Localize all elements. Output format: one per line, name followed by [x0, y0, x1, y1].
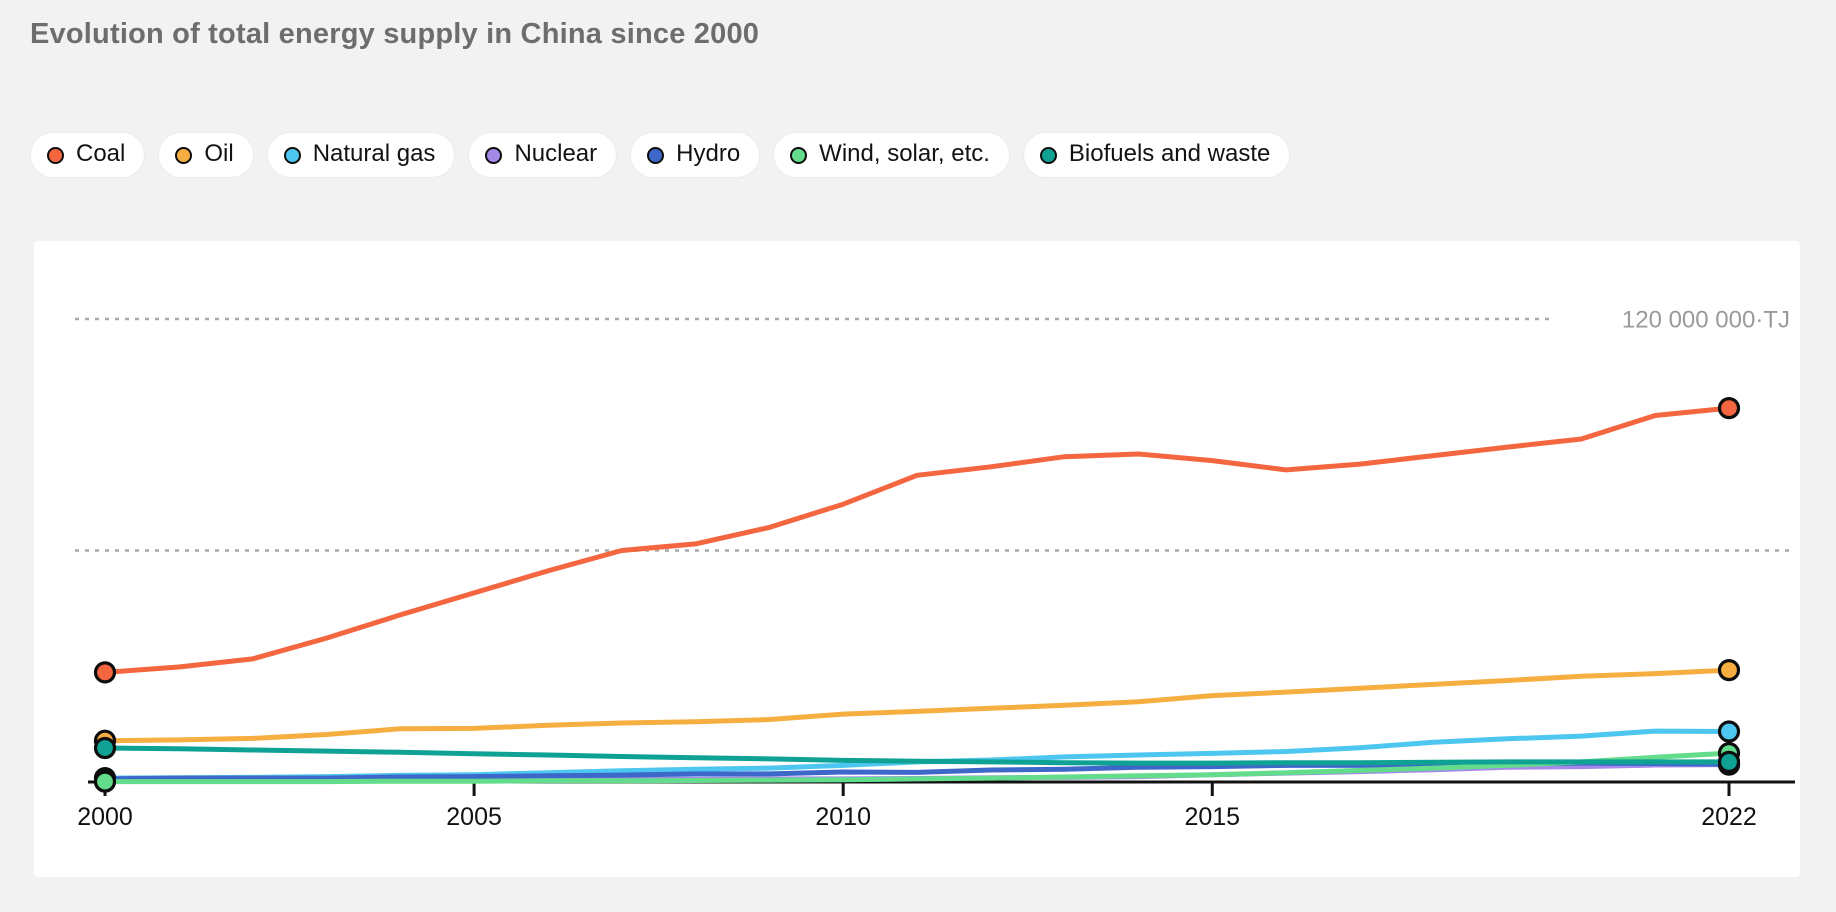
- legend-color-dot-icon: [1039, 146, 1057, 164]
- series-endpoint-dot-biofuels-and-waste[interactable]: [1717, 750, 1741, 774]
- legend-item-coal[interactable]: Coal: [30, 132, 146, 178]
- legend-item-label: Biofuels and waste: [1068, 140, 1271, 167]
- legend-color-dot-icon: [283, 146, 301, 164]
- series-endpoint-dot-biofuels-and-waste[interactable]: [93, 736, 117, 760]
- x-axis-tick-label: 2015: [1184, 803, 1240, 831]
- legend-item-label: Hydro: [676, 140, 741, 167]
- legend-item-label: Coal: [76, 140, 126, 167]
- series-line-biofuels-and-waste: [102, 745, 1732, 766]
- x-axis-tick-label: 2000: [77, 803, 133, 831]
- series-line-coal: [102, 405, 1732, 675]
- legend-item-natural-gas[interactable]: Natural gas: [266, 132, 456, 178]
- series-endpoint-dot-coal[interactable]: [93, 661, 117, 684]
- legend-item-label: Nuclear: [514, 140, 598, 167]
- legend-item-nuclear[interactable]: Nuclear: [468, 132, 618, 178]
- legend-color-dot-icon: [790, 146, 808, 164]
- series-line-oil: [102, 667, 1732, 744]
- series-line-wind-solar-etc: [102, 750, 1732, 785]
- x-axis-tick-label: 2005: [446, 803, 502, 831]
- series-endpoint-dot-natural-gas[interactable]: [1717, 720, 1741, 743]
- legend-color-dot-icon: [647, 146, 665, 164]
- x-axis-tick-label: 2022: [1701, 803, 1757, 831]
- legend-color-dot-icon: [175, 146, 193, 164]
- legend-item-label: Natural gas: [312, 140, 436, 167]
- series-endpoint-dot-wind-solar-etc[interactable]: [93, 770, 117, 793]
- legend-color-dot-icon: [485, 146, 503, 164]
- legend-item-hydro[interactable]: Hydro: [630, 132, 761, 178]
- legend-item-wind-solar-etc[interactable]: Wind, solar, etc.: [773, 132, 1010, 178]
- y-axis-unit-label: 120 000 000·TJ: [1622, 307, 1790, 334]
- legend-color-dot-icon: [47, 146, 64, 164]
- legend: Coal Oil Natural gas Nuclear Hydro Wind, sola…: [30, 132, 1291, 178]
- x-axis-tick-label: 2010: [815, 803, 871, 831]
- legend-item-label: Wind, solar, etc.: [819, 140, 990, 167]
- chart-title: Evolution of total energy supply in Chin…: [30, 18, 760, 50]
- legend-item-label: Oil: [204, 140, 234, 167]
- series-endpoint-dot-oil[interactable]: [1717, 658, 1741, 682]
- series-endpoint-dot-coal[interactable]: [1717, 397, 1741, 420]
- legend-item-oil[interactable]: Oil: [158, 132, 254, 178]
- legend-item-biofuels-and-waste[interactable]: Biofuels and waste: [1022, 132, 1291, 178]
